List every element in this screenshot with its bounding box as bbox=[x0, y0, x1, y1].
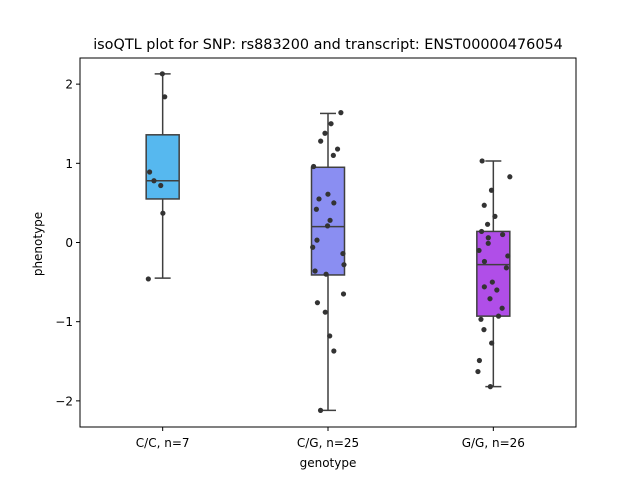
data-point bbox=[313, 206, 319, 212]
chart-title: isoQTL plot for SNP: rs883200 and transc… bbox=[93, 37, 563, 53]
y-tick-label: 2 bbox=[65, 78, 73, 92]
data-point bbox=[489, 279, 495, 285]
data-point bbox=[334, 146, 341, 152]
y-axis-label: phenotype bbox=[31, 212, 45, 276]
data-point bbox=[479, 158, 485, 164]
x-tick-label: C/G, n=25 bbox=[297, 436, 359, 450]
box bbox=[145, 134, 180, 200]
data-point bbox=[318, 138, 324, 144]
data-point bbox=[500, 231, 506, 238]
data-point bbox=[312, 268, 318, 274]
data-point bbox=[478, 316, 484, 322]
data-point bbox=[331, 348, 337, 354]
data-point bbox=[145, 276, 151, 282]
data-point bbox=[151, 178, 157, 184]
data-point bbox=[146, 169, 153, 175]
data-point bbox=[317, 407, 324, 413]
data-point bbox=[481, 284, 487, 290]
data-point bbox=[499, 305, 505, 311]
data-point bbox=[476, 357, 482, 364]
data-point bbox=[341, 262, 347, 268]
data-point bbox=[162, 94, 168, 100]
data-point bbox=[478, 228, 485, 235]
y-tick-label: 0 bbox=[65, 236, 73, 250]
x-tick-label: G/G, n=26 bbox=[462, 436, 525, 450]
data-point bbox=[505, 253, 511, 259]
data-point bbox=[476, 247, 482, 254]
data-point bbox=[507, 174, 513, 180]
box bbox=[476, 230, 511, 317]
data-point bbox=[475, 368, 481, 375]
data-point bbox=[485, 240, 491, 246]
data-point bbox=[331, 200, 337, 206]
data-point bbox=[503, 265, 509, 271]
data-point bbox=[487, 384, 493, 390]
data-point bbox=[314, 237, 320, 243]
data-point bbox=[484, 221, 491, 227]
data-point bbox=[328, 121, 334, 127]
data-point bbox=[481, 202, 487, 208]
data-point bbox=[338, 110, 344, 116]
data-point bbox=[488, 187, 495, 193]
data-point bbox=[340, 291, 347, 297]
data-point bbox=[158, 182, 164, 189]
data-point bbox=[316, 196, 322, 202]
data-point bbox=[481, 327, 487, 333]
data-point bbox=[492, 213, 498, 219]
data-point bbox=[322, 130, 328, 136]
data-point bbox=[327, 333, 333, 339]
data-point bbox=[327, 217, 333, 223]
plot-area bbox=[145, 71, 513, 413]
y-tick-label: −2 bbox=[55, 394, 73, 408]
data-point bbox=[485, 235, 491, 241]
data-point bbox=[159, 71, 165, 77]
data-point bbox=[310, 244, 316, 250]
data-point bbox=[489, 340, 495, 346]
y-tick-label: 1 bbox=[65, 157, 73, 171]
data-point bbox=[322, 309, 328, 315]
data-point bbox=[311, 163, 317, 170]
x-tick-label: C/C, n=7 bbox=[136, 436, 190, 450]
data-point bbox=[323, 271, 329, 277]
data-point bbox=[487, 296, 493, 302]
x-axis-label: genotype bbox=[300, 456, 357, 470]
data-point bbox=[340, 250, 346, 257]
data-point bbox=[314, 300, 321, 306]
box bbox=[310, 166, 346, 276]
data-point bbox=[160, 210, 166, 216]
data-point bbox=[324, 223, 331, 229]
data-point bbox=[481, 258, 488, 265]
data-point bbox=[330, 152, 336, 158]
data-point bbox=[325, 191, 331, 197]
y-tick-label: −1 bbox=[55, 315, 73, 329]
data-point bbox=[494, 287, 500, 293]
data-point bbox=[495, 313, 502, 319]
